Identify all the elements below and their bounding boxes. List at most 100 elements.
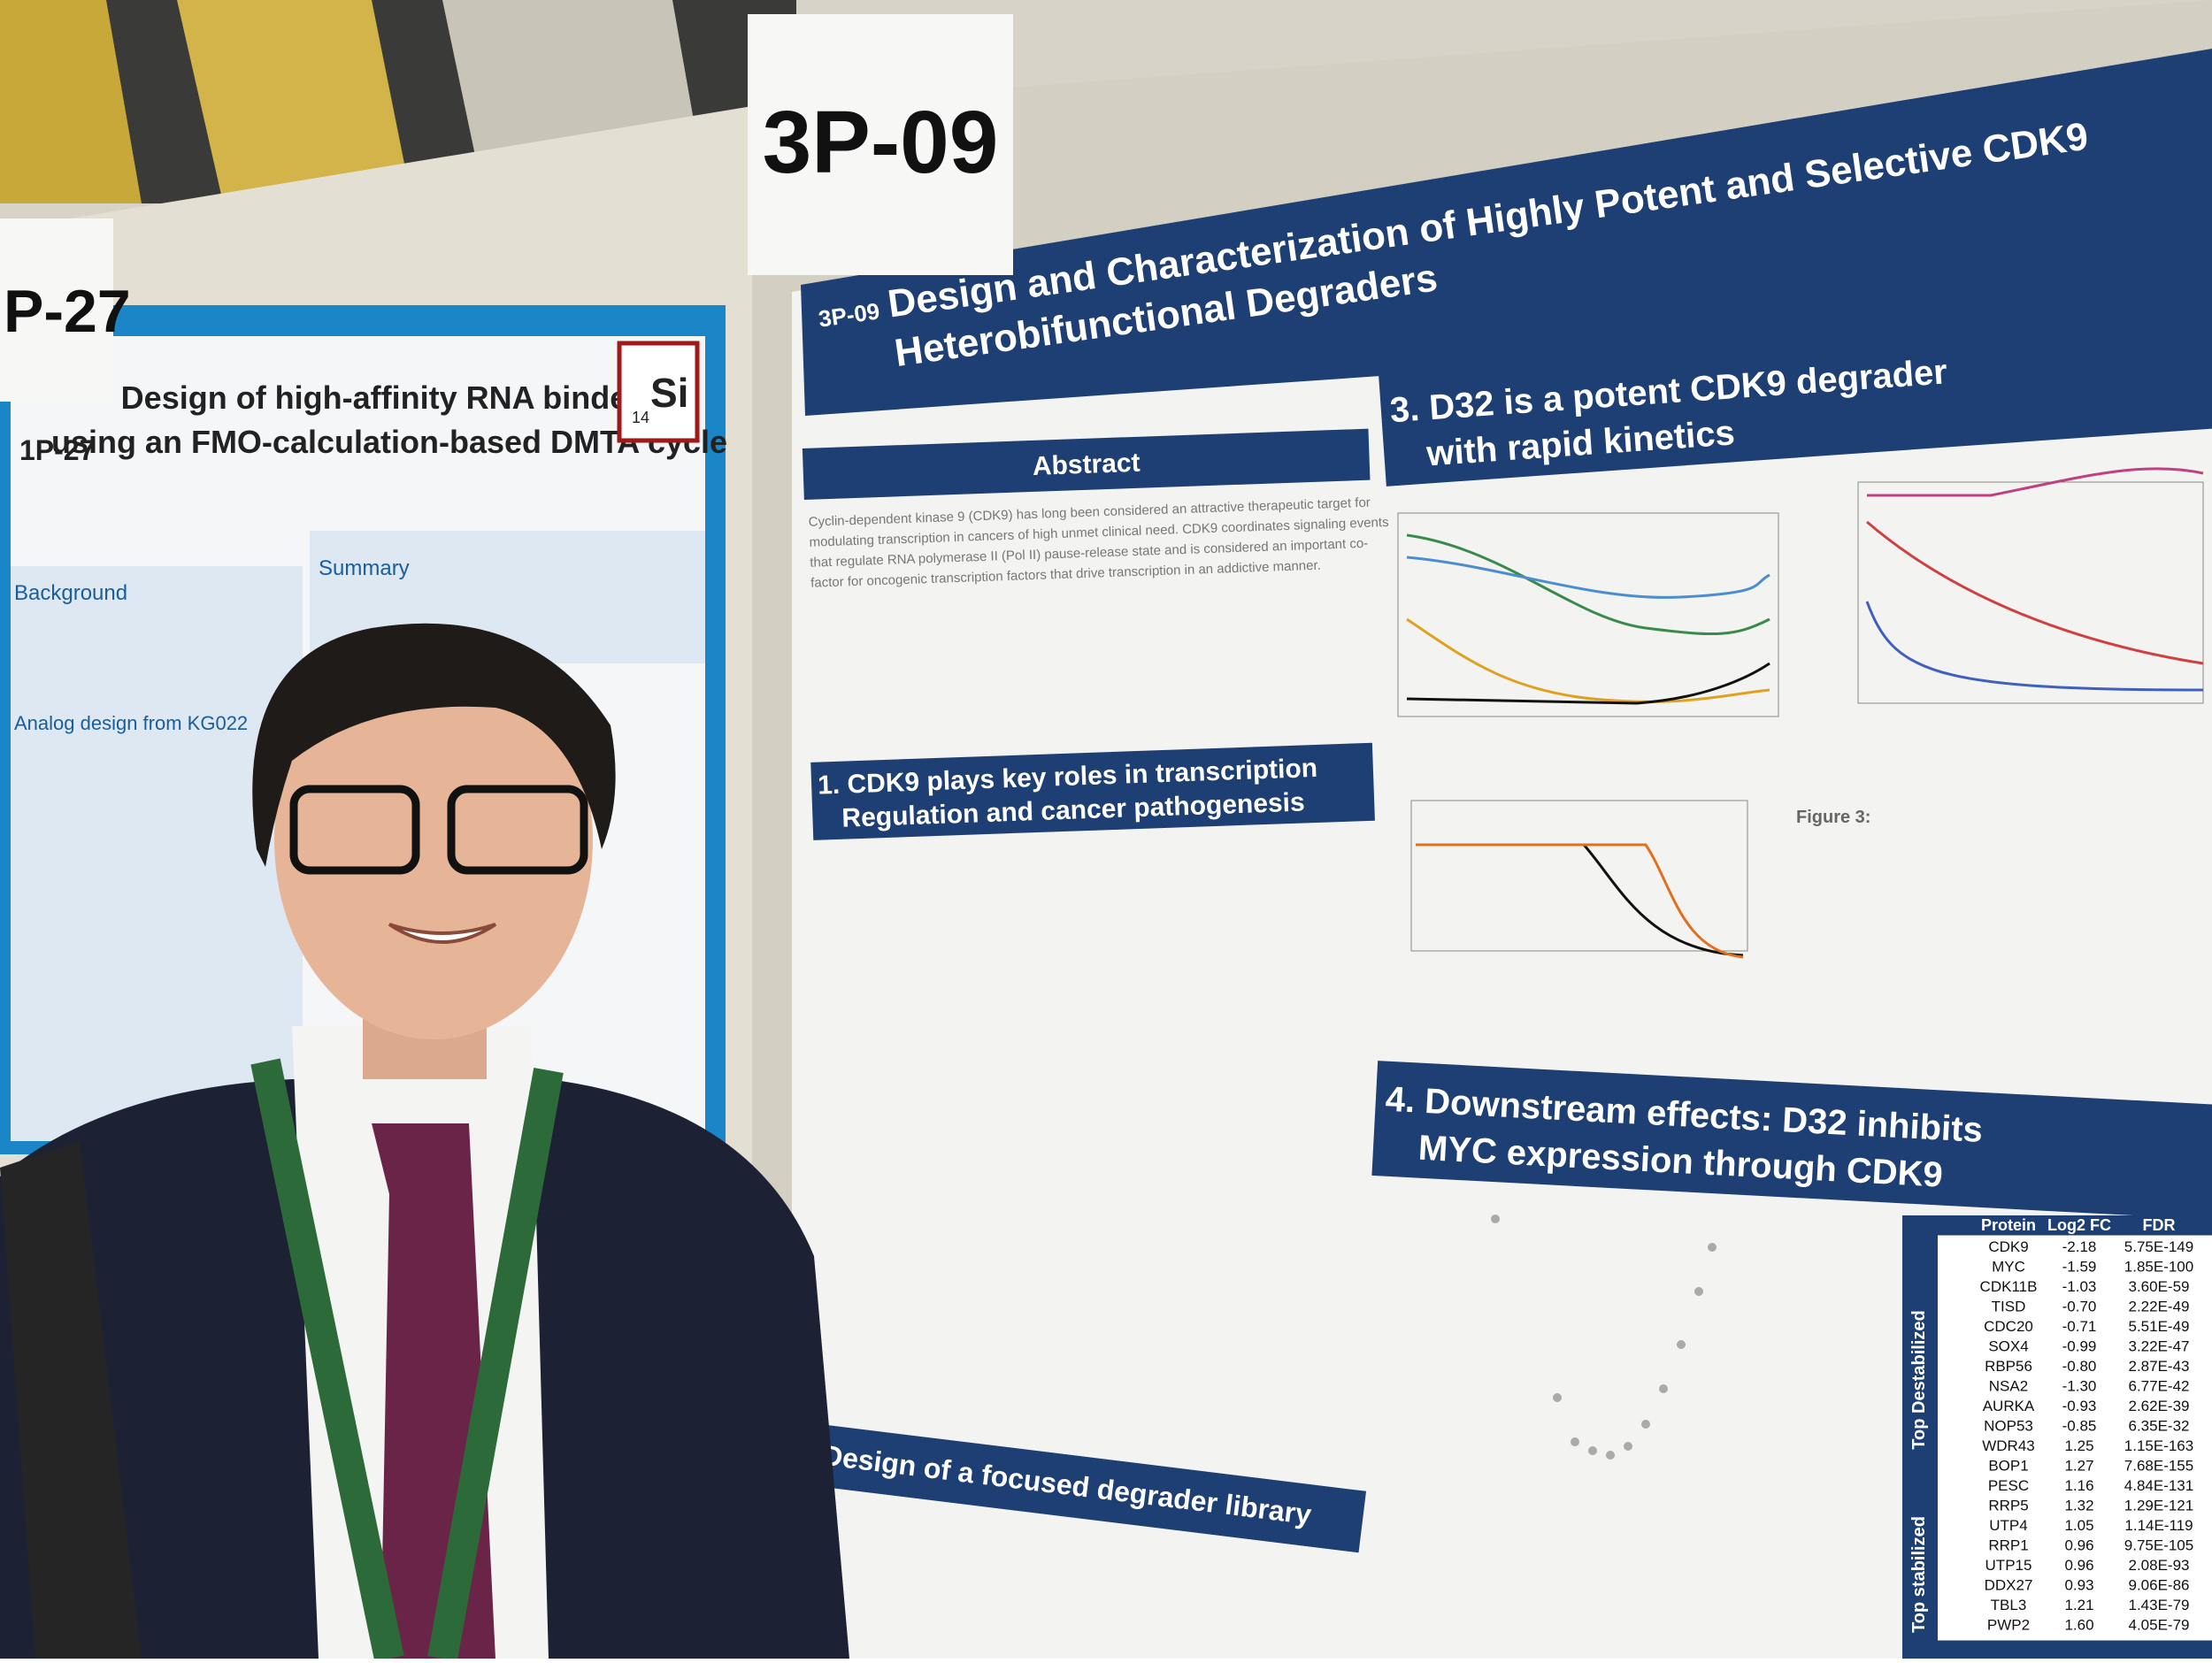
table-cell: 6.77E-42 bbox=[2129, 1378, 2190, 1395]
plot-frame bbox=[1410, 800, 1748, 952]
table-cell: 4.05E-79 bbox=[2129, 1617, 2190, 1634]
backpack-strap bbox=[0, 1141, 142, 1659]
hair bbox=[252, 623, 616, 867]
table-cell: 5.51E-49 bbox=[2129, 1318, 2190, 1335]
table-cell: 1.16 bbox=[2064, 1477, 2093, 1494]
card bbox=[748, 14, 1013, 275]
table-cell: -2.18 bbox=[2062, 1238, 2097, 1255]
protein-table: Top Destabilized Top stabilized Protein L… bbox=[1902, 1215, 2212, 1659]
table-cell: AURKA bbox=[1983, 1398, 2035, 1414]
volcano-points bbox=[1491, 1215, 1717, 1460]
table-cell: 2.22E-49 bbox=[2129, 1299, 2190, 1315]
glasses bbox=[447, 785, 588, 875]
section-bar bbox=[810, 742, 1375, 840]
section-bar bbox=[1371, 1061, 2212, 1221]
table-body bbox=[1938, 1235, 2212, 1641]
table-cell: MYC bbox=[1992, 1259, 2025, 1276]
table-cell: 7.68E-155 bbox=[2124, 1458, 2193, 1475]
table-cell: -1.03 bbox=[2062, 1278, 2097, 1295]
curve bbox=[1867, 467, 2204, 497]
title-band bbox=[801, 49, 2212, 416]
curve bbox=[1416, 843, 1744, 957]
table-cell: -1.59 bbox=[2062, 1259, 2097, 1276]
poster-title: using an FMO-calculation-based DMTA cycl… bbox=[51, 424, 727, 460]
table-cell: -0.85 bbox=[2062, 1418, 2097, 1435]
section-heading: Summary bbox=[319, 556, 410, 580]
table-cell: CDK11B bbox=[1980, 1278, 2038, 1295]
element-box bbox=[617, 341, 700, 443]
curve bbox=[1406, 662, 1770, 705]
table-cell: DDX27 bbox=[1985, 1577, 2033, 1594]
table-cell: 3.60E-59 bbox=[2129, 1278, 2190, 1295]
element-number: 14 bbox=[632, 409, 649, 426]
table-cell: 4.84E-131 bbox=[2124, 1477, 2193, 1494]
table-cell: 1.21 bbox=[2064, 1597, 2093, 1613]
table-cell: 0.96 bbox=[2064, 1537, 2093, 1554]
face bbox=[274, 641, 593, 1039]
left-panel bbox=[11, 566, 303, 1141]
table-cell: -0.70 bbox=[2062, 1299, 2097, 1315]
table-cell: NSA2 bbox=[1989, 1378, 2028, 1395]
table-cell: -0.93 bbox=[2062, 1398, 2097, 1414]
table-cell: CDC20 bbox=[1984, 1318, 2033, 1335]
card-label: 3P-09 bbox=[763, 93, 999, 192]
plot-frame bbox=[1857, 481, 2204, 704]
table-cell: 6.35E-32 bbox=[2129, 1418, 2190, 1435]
table-cell: -0.71 bbox=[2062, 1318, 2097, 1335]
figure-caption: Figure 3: bbox=[1796, 808, 1870, 827]
section-bar bbox=[814, 1424, 1367, 1553]
table-cell: -0.80 bbox=[2062, 1358, 2097, 1375]
table-cell: RBP56 bbox=[1985, 1358, 2032, 1375]
table-cell: 1.60 bbox=[2064, 1617, 2093, 1634]
table-cell: CDK9 bbox=[1988, 1238, 2028, 1255]
smile bbox=[388, 923, 497, 944]
table-cell: PWP2 bbox=[1987, 1617, 2030, 1634]
table-cell: SOX4 bbox=[1988, 1338, 2028, 1355]
card-label: P-27 bbox=[4, 278, 131, 345]
poster-title: Design of high-affinity RNA binders bbox=[121, 379, 658, 416]
element-symbol: Si bbox=[650, 370, 688, 416]
section-bar bbox=[802, 428, 1371, 500]
table-header: FDR bbox=[2143, 1216, 2176, 1234]
table-cell: 2.87E-43 bbox=[2129, 1358, 2190, 1375]
table-cell: 0.93 bbox=[2064, 1577, 2093, 1594]
table-cell: 5.75E-149 bbox=[2124, 1238, 2193, 1255]
table-cell: -0.99 bbox=[2062, 1338, 2097, 1355]
table-cell: 9.06E-86 bbox=[2129, 1577, 2190, 1594]
group-label: Top Destabilized bbox=[1909, 1310, 1929, 1449]
section-heading: Abstract bbox=[1032, 448, 1141, 481]
panel bbox=[177, 0, 407, 195]
curve bbox=[1416, 843, 1744, 959]
curve bbox=[1866, 520, 2204, 665]
curve bbox=[1406, 533, 1770, 636]
table-cell: 3.22E-47 bbox=[2129, 1338, 2190, 1355]
card bbox=[0, 218, 113, 402]
curve bbox=[1865, 601, 2204, 692]
table-cell: UTP4 bbox=[1989, 1517, 2027, 1534]
panel bbox=[0, 0, 142, 203]
table-cell: 1.15E-163 bbox=[2124, 1437, 2193, 1454]
table-cell: 1.32 bbox=[2064, 1498, 2093, 1514]
table-cell: 1.85E-100 bbox=[2124, 1259, 2193, 1276]
section-heading: Background bbox=[14, 581, 127, 605]
table-header: Protein bbox=[1981, 1216, 2036, 1234]
table-cell: 2.08E-93 bbox=[2129, 1557, 2190, 1574]
table-cell: -1.30 bbox=[2062, 1378, 2097, 1395]
table-cell: 0.96 bbox=[2064, 1557, 2093, 1574]
table-cell: RRP1 bbox=[1988, 1537, 2028, 1554]
table-cell: WDR43 bbox=[1982, 1437, 2035, 1454]
table-header: Log2 FC bbox=[2047, 1216, 2111, 1234]
lanyard bbox=[250, 1058, 564, 1662]
plot-frame bbox=[1397, 512, 1779, 717]
table-cell: 1.43E-79 bbox=[2129, 1597, 2190, 1613]
table-cell: BOP1 bbox=[1988, 1458, 2028, 1475]
table-cell: 9.75E-105 bbox=[2124, 1537, 2193, 1554]
table-cell: PESC bbox=[1988, 1477, 2029, 1494]
section-heading: Analog design from KG022 bbox=[14, 712, 248, 734]
curve bbox=[1406, 617, 1770, 703]
table-cell: 2.62E-39 bbox=[2129, 1398, 2190, 1414]
section-bar bbox=[1378, 312, 2212, 487]
table-cell: UTP15 bbox=[1985, 1557, 2032, 1574]
table-cell: NOP53 bbox=[1984, 1418, 2033, 1435]
